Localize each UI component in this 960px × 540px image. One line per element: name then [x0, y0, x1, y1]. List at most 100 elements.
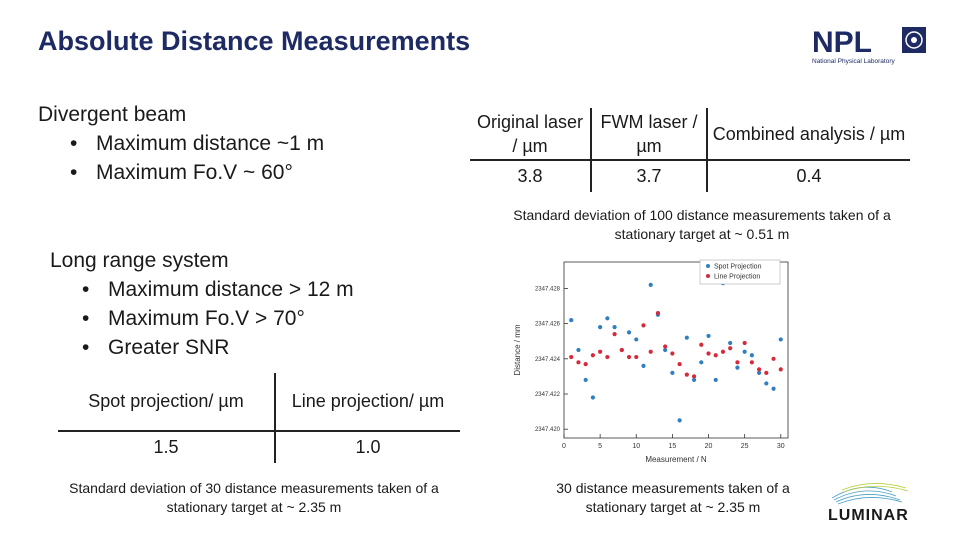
x-tick-label: 5	[598, 443, 602, 450]
x-tick-label: 20	[705, 443, 713, 450]
data-point	[742, 340, 747, 346]
data-point	[634, 354, 639, 360]
divergent-bullet: Maximum Fo.V ~ 60°	[38, 158, 324, 187]
data-point	[626, 354, 632, 360]
data-point	[598, 325, 603, 330]
data-point	[699, 342, 704, 347]
data-point	[605, 354, 610, 360]
bottom-table-caption: Standard deviation of 30 distance measur…	[69, 480, 439, 515]
data-point	[756, 370, 762, 375]
data-point	[590, 353, 596, 358]
value-original-laser: 3.8	[517, 166, 543, 186]
long-range-heading: Long range system	[50, 249, 229, 272]
data-point	[706, 333, 711, 339]
data-point	[691, 374, 697, 379]
data-point	[641, 323, 646, 328]
plot-frame	[563, 261, 789, 439]
data-point	[677, 361, 682, 367]
legend-label: Spot Projection	[714, 264, 762, 271]
projection-table: Spot projection/ µm Line projection/ µm …	[58, 373, 460, 463]
data-point	[706, 351, 711, 356]
npl-logo: NPL National Physical Laboratory	[810, 22, 930, 68]
data-point	[619, 347, 624, 353]
data-point	[684, 335, 689, 340]
x-tick-label: 30	[777, 443, 785, 450]
npl-logo-text: NPL	[812, 26, 872, 59]
top-table-caption: Standard deviation of 100 distance measu…	[513, 207, 891, 242]
slide-title: Absolute Distance Measurements	[38, 26, 471, 56]
data-point	[648, 349, 653, 354]
y-axis-label: Distance / mm	[513, 324, 522, 375]
legend-box	[699, 259, 781, 285]
scatter-chart-svg: 2347.420 2347.422 2347.424 2347.426 2347.428…	[513, 259, 789, 464]
data-point	[742, 349, 747, 354]
x-axis-label: Measurement / N	[645, 455, 707, 464]
x-tick-label: 25	[741, 443, 749, 450]
data-point	[670, 351, 675, 356]
data-point	[655, 310, 661, 316]
data-point	[778, 337, 783, 342]
header-line-projection: Line projection/ µm	[274, 373, 460, 431]
long-range-bullet: Maximum Fo.V > 70°	[50, 304, 354, 333]
data-point	[713, 353, 718, 358]
legend-marker	[706, 264, 710, 268]
y-tick-label: 2347.428	[535, 286, 561, 292]
data-point	[728, 340, 733, 346]
divergent-bullet: Maximum distance ~1 m	[38, 129, 324, 158]
value-line-projection: 1.0	[274, 431, 460, 463]
long-range-section: Long range system Maximum distance > 12 …	[50, 246, 354, 362]
data-point	[641, 363, 646, 368]
data-point	[699, 360, 704, 365]
divergent-beam-section: Divergent beam Maximum distance ~1 m Max…	[38, 100, 324, 187]
data-point	[583, 361, 588, 367]
value-spot-projection: 1.5	[153, 437, 179, 457]
long-range-bullet: Maximum distance > 12 m	[50, 275, 354, 304]
data-point	[569, 354, 574, 360]
data-point	[764, 370, 769, 375]
y-tick-label: 2347.422	[535, 392, 561, 398]
divergent-heading: Divergent beam	[38, 103, 187, 126]
data-point	[749, 353, 754, 358]
data-point	[634, 337, 639, 342]
data-point	[778, 367, 783, 372]
data-point	[626, 330, 632, 335]
value-fwm-laser: 3.7	[590, 160, 707, 192]
data-point	[663, 347, 668, 353]
x-tick-label: 10	[632, 443, 640, 450]
data-point	[756, 367, 762, 372]
npl-logo-subtitle: National Physical Laboratory	[812, 58, 895, 65]
data-point	[735, 365, 740, 370]
value-combined: 0.4	[706, 160, 910, 192]
data-point	[735, 360, 740, 365]
x-tick-label: 15	[668, 443, 676, 450]
data-point	[648, 282, 653, 287]
legend-label: Line Projection	[714, 274, 760, 281]
data-point	[663, 344, 668, 349]
header-spot-projection: Spot projection/ µm	[88, 391, 244, 411]
data-point	[670, 370, 675, 375]
data-point	[612, 325, 617, 330]
x-tick-label: 0	[562, 443, 566, 450]
data-point	[576, 360, 581, 365]
data-point	[771, 386, 776, 391]
data-point	[677, 418, 682, 423]
data-point	[598, 349, 603, 354]
top-table-container: Original laser / µm FWM laser / µm Combi…	[470, 108, 910, 192]
data-point	[612, 332, 617, 337]
data-point	[569, 317, 574, 323]
chart-caption: 30 distance measurements taken of a stat…	[556, 480, 790, 515]
data-point	[771, 356, 776, 361]
data-point	[583, 377, 588, 383]
data-point	[691, 377, 697, 383]
luminar-logo: LUMINAR	[822, 478, 922, 528]
data-point	[720, 349, 726, 354]
scatter-chart: 2347.420 2347.422 2347.424 2347.426 2347.428…	[500, 252, 800, 472]
header-original-laser: Original laser / µm	[476, 111, 584, 156]
data-point	[713, 377, 718, 383]
data-point	[590, 395, 596, 400]
legend-marker	[706, 274, 710, 278]
data-point	[749, 360, 754, 365]
data-point	[728, 346, 733, 351]
y-tick-label: 2347.424	[535, 357, 561, 363]
data-point	[684, 372, 689, 377]
